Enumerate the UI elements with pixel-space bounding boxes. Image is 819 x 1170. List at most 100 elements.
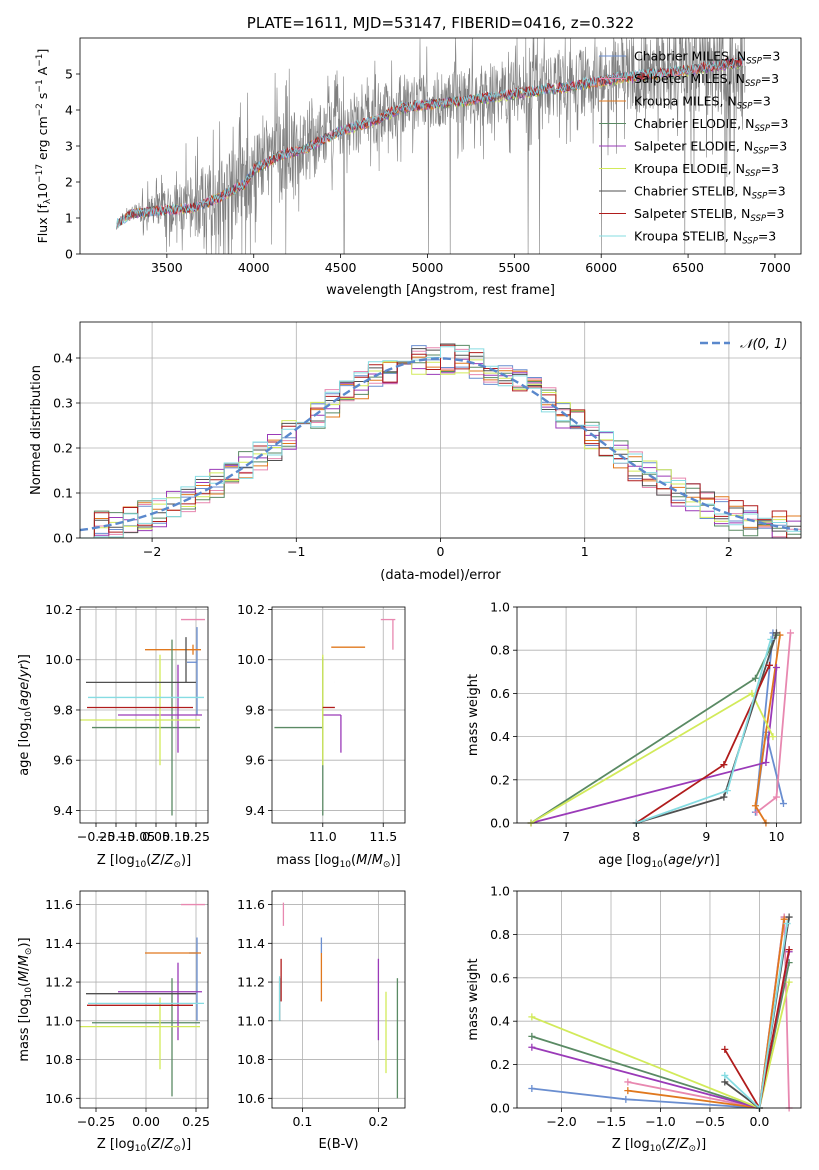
x-tick-label: −0.5 xyxy=(695,1114,725,1129)
y-tick-label: 10.2 xyxy=(45,602,73,617)
y-tick-label: 9.6 xyxy=(245,753,265,768)
residuals-plot-area xyxy=(79,343,801,539)
x-axis-label: E(B-V) xyxy=(318,1137,358,1152)
y-tick-label: 5 xyxy=(65,67,73,82)
mass-weight-vs-Z-frame xyxy=(516,890,802,1109)
x-tick-label: 6500 xyxy=(672,260,704,275)
mass-weight-marker xyxy=(769,733,777,741)
x-axis-label: Z [log10(Z/Z⊙)] xyxy=(97,853,191,870)
x-axis-label: Z [log10(Z/Z⊙)] xyxy=(97,1137,191,1154)
x-tick-label: −1.5 xyxy=(596,1114,626,1129)
mass-weight-line xyxy=(756,632,792,813)
y-tick-label: 11.0 xyxy=(237,1013,265,1028)
mass-weight-marker xyxy=(785,913,793,921)
x-tick-label: 4500 xyxy=(325,260,357,275)
y-tick-label: 3 xyxy=(65,139,73,154)
y-tick-label: 0.4 xyxy=(53,351,73,366)
y-tick-label: 11.2 xyxy=(237,975,265,990)
y-tick-label: 0.8 xyxy=(490,927,510,942)
mass-weight-vs-age-panel: 7 8 9 10 0.0 0.2 0.4 0.6 0.8 1.0 mass weight age [l… xyxy=(466,600,802,870)
x-tick-label: 4000 xyxy=(238,260,270,275)
x-tick-label: 0.15 xyxy=(162,829,190,844)
mass-vs-Z-panel: −0.25 0.00 0.25 10.6 10.8 11.0 11.2 11.4 11.6 Z [… xyxy=(17,890,210,1154)
x-tick-label: 0.25 xyxy=(182,829,210,844)
mass-vs-ebv-plot-area xyxy=(278,902,399,1099)
y-tick-label: 9.4 xyxy=(53,803,73,818)
y-tick-label: 11.2 xyxy=(45,975,73,990)
x-tick-label: 11.0 xyxy=(309,829,337,844)
spectrum-panel: 3500 4000 4500 5000 5500 6000 6500 7000 0 1 2 3 4 5 PL… xyxy=(35,14,802,298)
mass-weight-marker xyxy=(783,920,791,928)
y-tick-label: 0.0 xyxy=(53,531,73,546)
normal-curve xyxy=(79,357,799,532)
x-axis-label: mass [log10(M/M⊙)] xyxy=(276,853,400,870)
legend-label: 𝒩(0, 1) xyxy=(740,337,787,352)
age-vs-mass-plot-area xyxy=(274,618,396,816)
y-tick-label: 1 xyxy=(65,211,73,226)
mass-weight-vs-age-plot-area xyxy=(527,629,794,827)
legend-label: Kroupa ELODIE, NSSP=3 xyxy=(634,161,779,179)
mass-weight-vs-age-frame xyxy=(516,606,802,824)
x-tick-label: 0.2 xyxy=(368,1114,388,1129)
age-vs-Z-frame xyxy=(79,606,209,824)
x-tick-label: 10 xyxy=(769,829,785,844)
model-spectrum-line xyxy=(116,55,744,229)
legend-label: Salpeter MILES, NSSP=3 xyxy=(634,71,779,89)
mass-weight-marker xyxy=(720,761,728,769)
y-axis-label: mass weight xyxy=(466,674,481,756)
x-tick-label: −2 xyxy=(143,544,161,559)
mass-weight-marker xyxy=(785,978,793,986)
mass-weight-marker xyxy=(528,1013,536,1021)
x-tick-label: 7 xyxy=(562,829,570,844)
legend: Chabrier MILES, NSSP=3 Salpeter MILES, NS… xyxy=(599,49,789,247)
legend-label: Salpeter ELODIE, NSSP=3 xyxy=(634,139,787,157)
legend-label: Chabrier ELODIE, NSSP=3 xyxy=(634,116,789,134)
mass-weight-marker xyxy=(767,635,775,643)
y-tick-label: 9.8 xyxy=(53,702,73,717)
y-tick-label: 10.6 xyxy=(237,1091,265,1106)
x-tick-label: −1 xyxy=(287,544,305,559)
y-tick-label: 0.2 xyxy=(490,772,510,787)
mass-weight-marker xyxy=(720,793,728,801)
x-tick-label: 0.0 xyxy=(749,1114,769,1129)
mass-weight-marker xyxy=(624,1078,632,1086)
y-tick-label: 0.2 xyxy=(490,1057,510,1072)
y-tick-label: 2 xyxy=(65,175,73,190)
y-tick-label: 10.8 xyxy=(237,1052,265,1067)
mass-weight-vs-Z-panel: −2.0 −1.5 −1.0 −0.5 0.0 0.0 0.2 0.4 0.6 0.8 1.0 mas… xyxy=(466,884,802,1154)
mass-weight-marker xyxy=(723,787,731,795)
model-spectrum-line xyxy=(116,57,744,230)
mass-weight-line xyxy=(531,916,786,1109)
y-tick-label: 10.8 xyxy=(45,1052,73,1067)
x-tick-label: −0.15 xyxy=(97,829,135,844)
mass-weight-marker xyxy=(779,800,787,808)
x-tick-label: 0.05 xyxy=(142,829,170,844)
y-tick-label: 11.4 xyxy=(45,936,73,951)
x-tick-label: 0.1 xyxy=(292,1114,312,1129)
x-tick-label: 5500 xyxy=(498,260,530,275)
y-axis-label: Flux [fλ10−17 erg cm−2 s−1 A−1] xyxy=(35,49,53,244)
y-tick-label: 9.4 xyxy=(245,803,265,818)
x-tick-label: 8 xyxy=(632,829,640,844)
mass-weight-marker xyxy=(622,1095,630,1103)
y-tick-label: 0.6 xyxy=(490,686,510,701)
legend-label: Chabrier MILES, NSSP=3 xyxy=(634,49,780,67)
mass-weight-marker xyxy=(751,674,759,682)
mass-weight-marker xyxy=(751,802,759,810)
mass-weight-marker xyxy=(748,689,756,697)
y-axis-label: mass [log10(M/M⊙)] xyxy=(17,937,34,1061)
mass-weight-marker xyxy=(762,759,770,767)
mass-weight-marker xyxy=(721,1045,729,1053)
x-axis-label: age [log10(age/yr)] xyxy=(598,853,720,870)
y-tick-label: 0 xyxy=(65,247,73,262)
y-tick-label: 0.0 xyxy=(490,1101,510,1116)
x-tick-label: 6000 xyxy=(585,260,617,275)
x-tick-label: −1.0 xyxy=(645,1114,675,1129)
y-tick-label: 11.6 xyxy=(237,897,265,912)
residuals-panel: −2 −1 0 1 2 0.0 0.1 0.2 0.3 0.4 (data-model)/error… xyxy=(29,321,802,583)
age-vs-Z-plot-area xyxy=(80,618,205,816)
spectrum-frame xyxy=(79,37,802,255)
x-tick-label: −2.0 xyxy=(546,1114,576,1129)
mass-weight-marker xyxy=(772,663,780,671)
